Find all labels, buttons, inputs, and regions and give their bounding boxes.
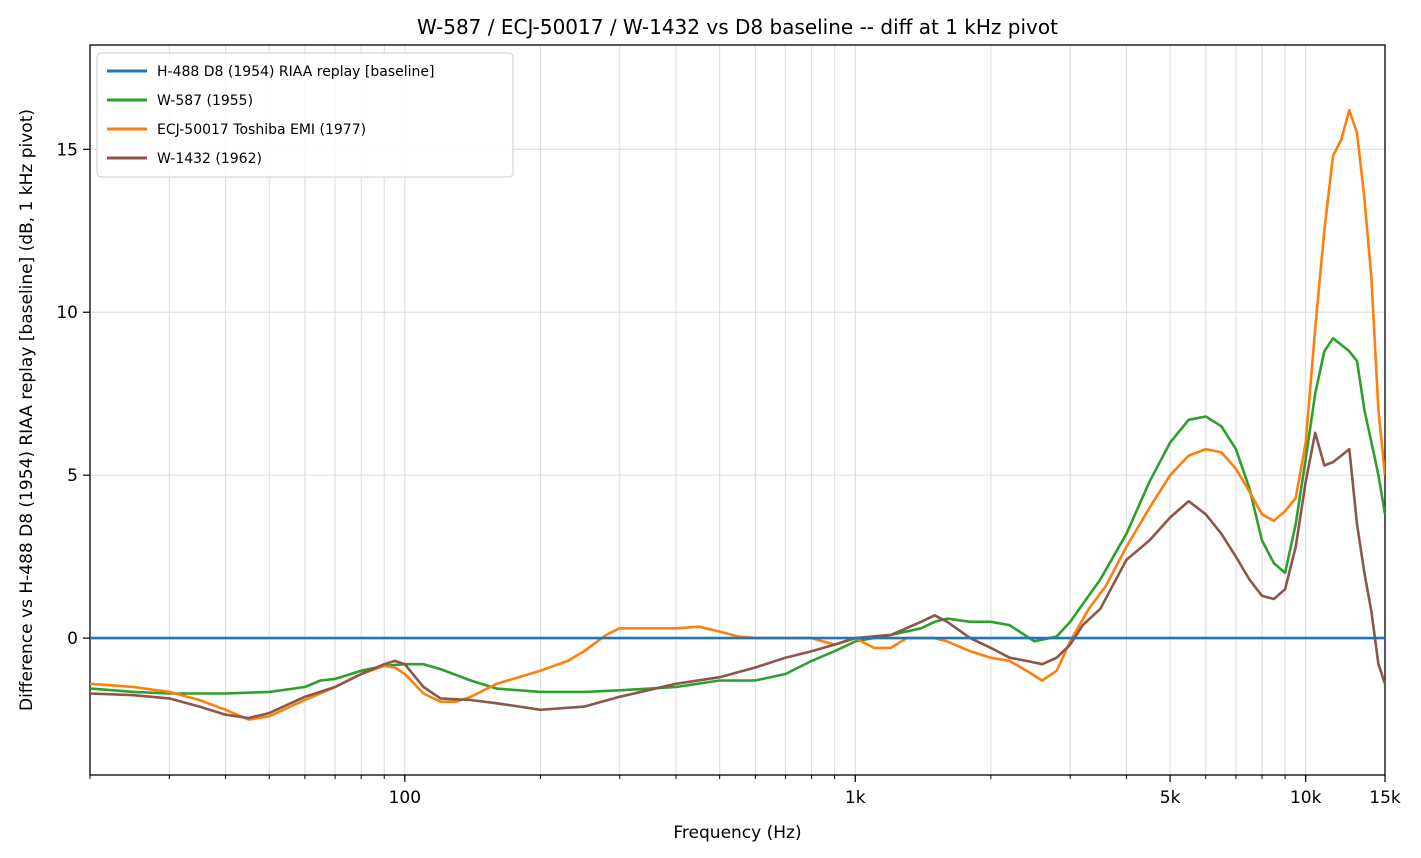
chart-title: W-587 / ECJ-50017 / W-1432 vs D8 baselin… bbox=[417, 15, 1058, 39]
legend: H-488 D8 (1954) RIAA replay [baseline] W-… bbox=[96, 52, 514, 178]
y-tick-label: 10 bbox=[56, 303, 78, 323]
y-tick-label: 0 bbox=[67, 629, 78, 649]
legend-label: W-1432 (1962) bbox=[157, 151, 262, 167]
plot-area-frame bbox=[89, 44, 1386, 776]
x-tick-label: 1k bbox=[845, 788, 866, 808]
x-tick-label: 5k bbox=[1160, 788, 1181, 808]
series-line-w-587-1955 bbox=[90, 337, 1385, 695]
y-tick-label: 5 bbox=[67, 466, 78, 486]
series-line-ecj-50017-toshiba-emi-1977 bbox=[90, 108, 1385, 721]
x-tick-label: 10k bbox=[1290, 788, 1322, 808]
series-line-w-1432-1962 bbox=[90, 431, 1385, 720]
x-axis-label: Frequency (Hz) bbox=[673, 823, 801, 843]
series-group bbox=[90, 108, 1385, 721]
y-axis-label: Difference vs H-488 D8 (1954) RIAA repla… bbox=[17, 109, 37, 711]
legend-box bbox=[96, 52, 514, 178]
legend-label: H-488 D8 (1954) RIAA replay [baseline] bbox=[157, 64, 434, 80]
legend-label: ECJ-50017 Toshiba EMI (1977) bbox=[157, 122, 366, 138]
legend-label: W-587 (1955) bbox=[157, 93, 253, 109]
y-tick-label: 15 bbox=[56, 140, 78, 160]
x-tick-label: 15k bbox=[1369, 788, 1401, 808]
axis-ticks: 100 1k 5k 10k 15k 0 5 10 15 bbox=[56, 140, 1401, 808]
x-tick-label: 100 bbox=[389, 788, 421, 808]
